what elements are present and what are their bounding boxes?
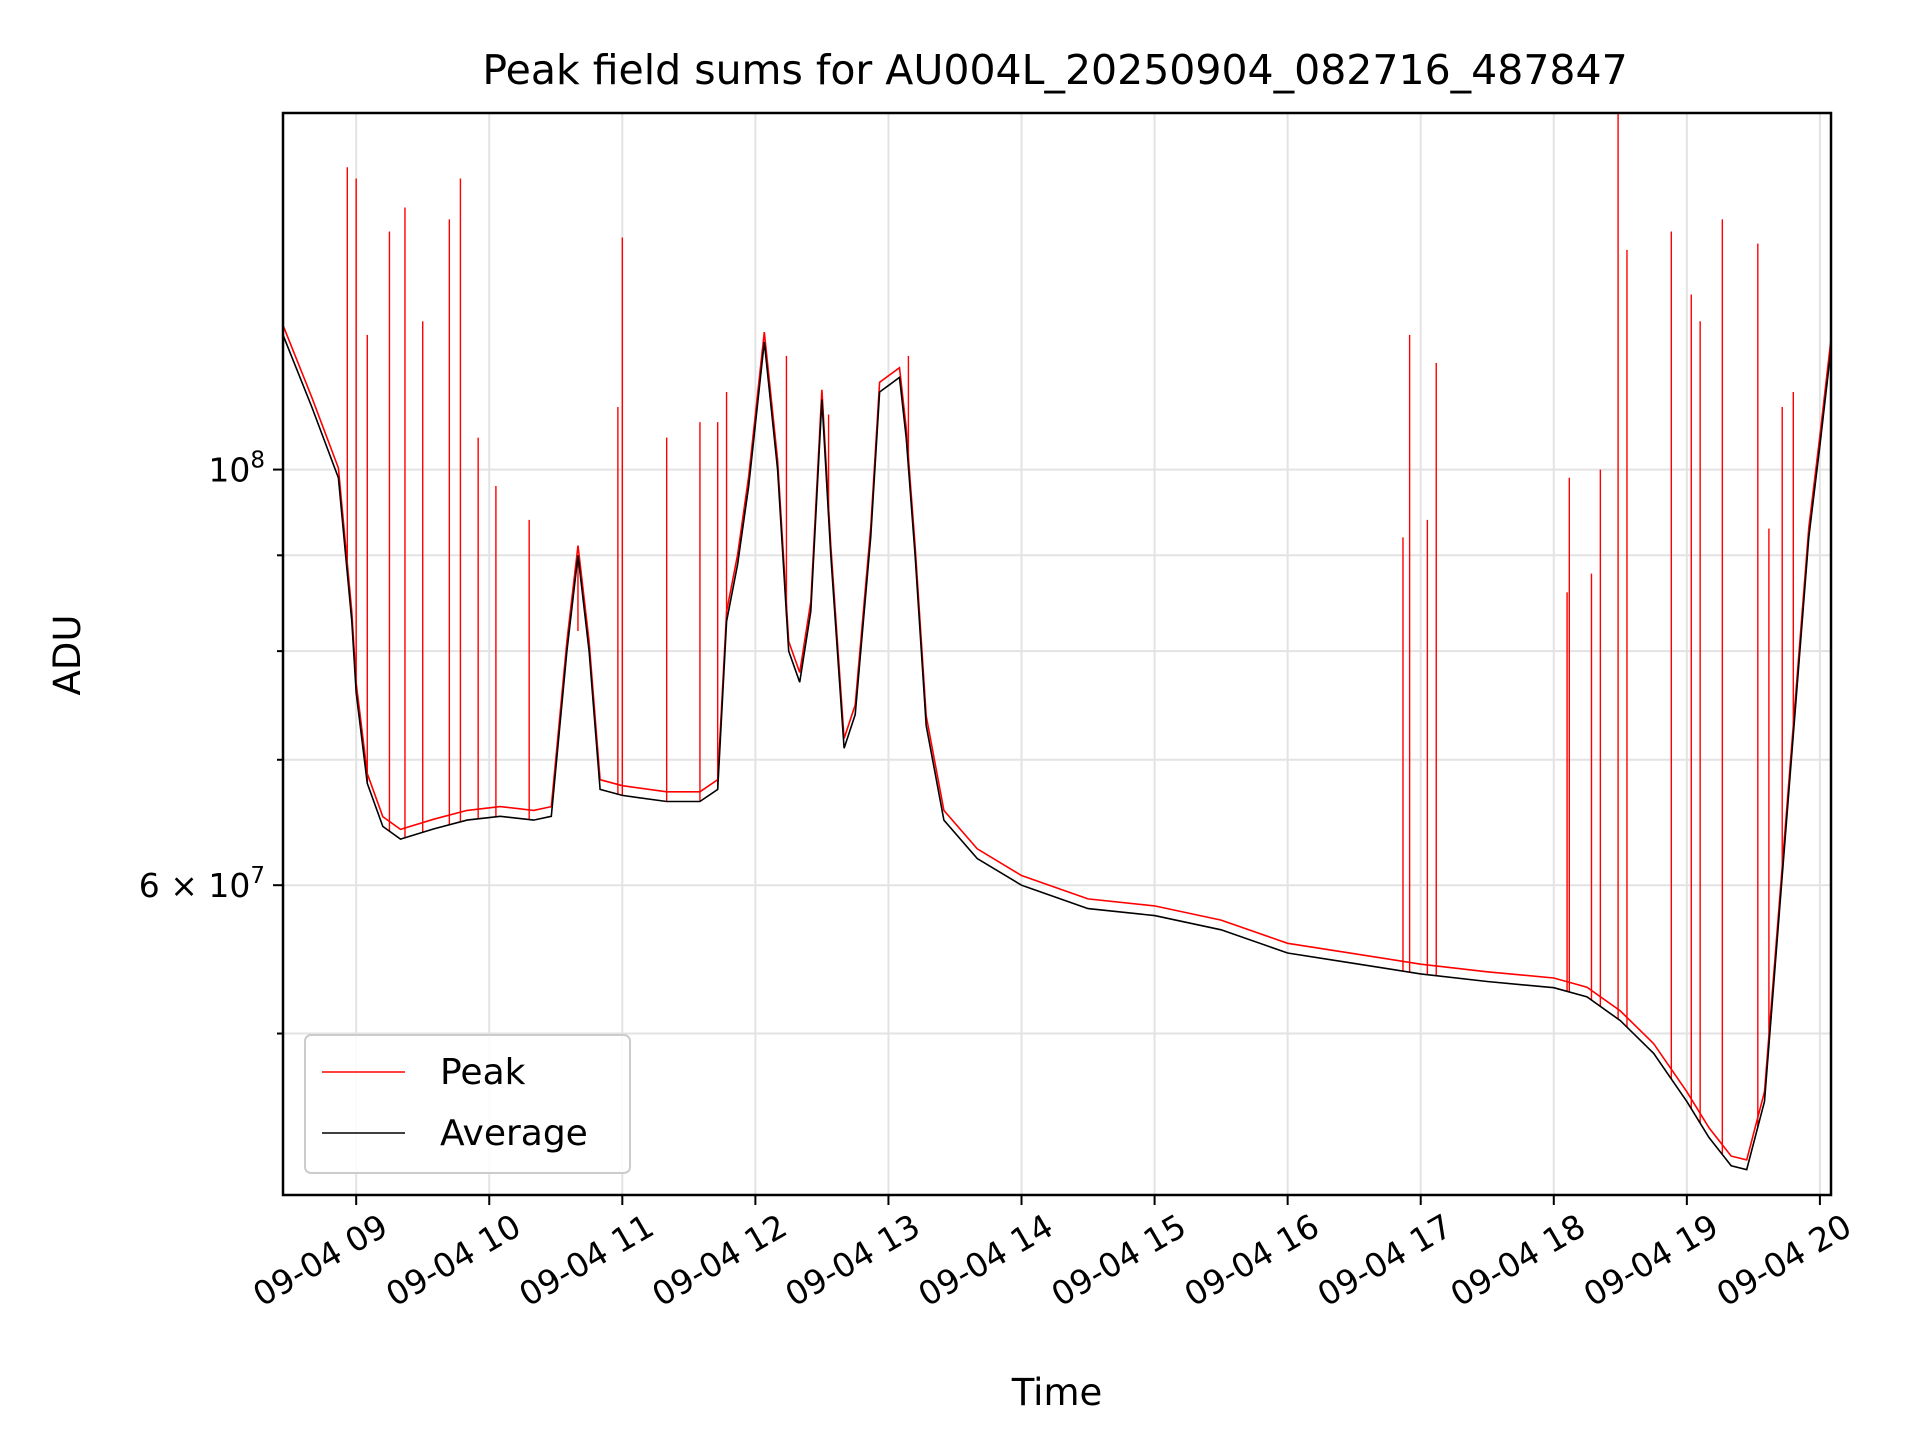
x-tick-label: 09-04 19 bbox=[1577, 1206, 1725, 1314]
x-tick-label: 09-04 10 bbox=[379, 1206, 527, 1314]
legend: Peak Average bbox=[304, 1034, 631, 1174]
legend-average-label: Average bbox=[440, 1113, 588, 1154]
series-average-line bbox=[282, 334, 1832, 1171]
x-tick-label: 09-04 09 bbox=[246, 1206, 394, 1314]
x-tick-label: 09-04 17 bbox=[1311, 1206, 1459, 1314]
plot-frame bbox=[281, 111, 1833, 1197]
x-tick-label: 09-04 20 bbox=[1710, 1206, 1858, 1314]
y-tick-label: 6 × 107 bbox=[139, 863, 265, 905]
legend-box bbox=[304, 1034, 631, 1174]
x-tick-label: 09-04 11 bbox=[512, 1206, 660, 1314]
legend-peak-label: Peak bbox=[440, 1052, 526, 1093]
x-tick-label: 09-04 14 bbox=[912, 1206, 1060, 1314]
y-tick-label: 108 bbox=[208, 448, 265, 490]
grid bbox=[283, 113, 1831, 1195]
plot-series bbox=[282, 113, 1832, 1171]
x-tick-label: 09-04 15 bbox=[1045, 1206, 1193, 1314]
x-tick-label: 09-04 12 bbox=[645, 1206, 793, 1314]
x-axis-label: Time bbox=[1011, 1371, 1103, 1414]
chart-title: Peak field sums for AU004L_20250904_0827… bbox=[482, 46, 1627, 94]
x-tick-label: 09-04 16 bbox=[1178, 1206, 1326, 1314]
x-tick-label: 09-04 13 bbox=[778, 1206, 926, 1314]
y-axis-label: ADU bbox=[46, 615, 89, 696]
y-axis-ticks: 108 6 × 107 bbox=[139, 448, 283, 1035]
x-tick-label: 09-04 18 bbox=[1444, 1206, 1592, 1314]
